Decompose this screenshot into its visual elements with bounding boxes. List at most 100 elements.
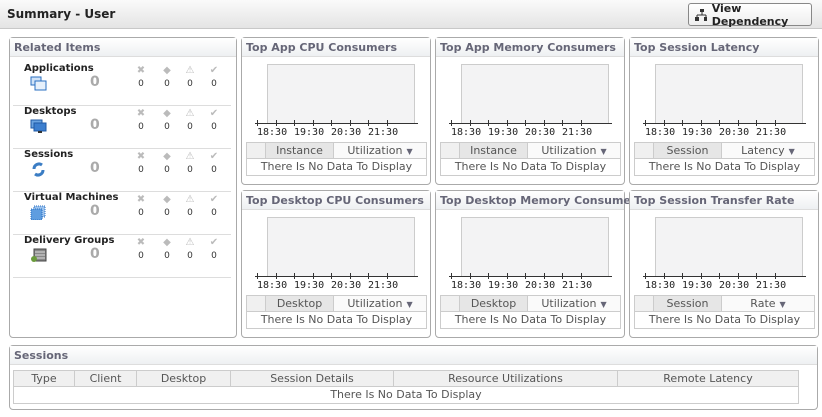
critical-icon: ✖ [136,108,146,119]
sort-desc-icon: ▼ [779,300,786,309]
axis-tick [700,273,702,279]
related-item-count: 0 [90,203,100,219]
column-header[interactable]: Instance [459,143,527,158]
sort-desc-icon: ▼ [600,147,607,156]
axis-tick [312,273,314,279]
column-label: Utilization [347,144,403,157]
axis-tick [719,120,720,126]
axis-tick [294,273,295,279]
tick-label: 21:30 [562,280,593,291]
tick-label: 18:30 [257,280,288,291]
tick-label: 18:30 [451,280,482,291]
sort-column-header[interactable]: Utilization ▼ [333,143,426,158]
applications-icon [30,76,47,91]
column-header[interactable]: Remote Latency [663,372,753,385]
sort-column-header[interactable]: Utilization ▼ [527,143,620,158]
related-items-title: Related Items [10,38,236,57]
sort-column-header[interactable]: Utilization ▼ [527,296,620,311]
status-count: 0 [164,251,170,261]
warning-icon: ⚠ [185,108,195,119]
axis-tick [580,273,582,279]
sort-column-header[interactable]: Rate ▼ [721,296,814,311]
axis-tick [774,273,776,279]
column-header[interactable]: Desktop [265,296,333,311]
plot-area [461,64,609,123]
column-header[interactable]: Resource Utilizations [394,371,618,386]
related-item-applications[interactable]: Applications 0 ✖ 0 ◆ 0 ⚠ 0 ✔ 0 [13,63,231,106]
status-count: 0 [164,79,170,89]
x-axis [643,276,806,277]
related-item-delivery-groups[interactable]: Delivery Groups 0 ✖ 0 ◆ 0 ⚠ 0 ✔ 0 [13,235,231,278]
related-item-count: 0 [90,74,100,90]
tick-label: 21:30 [368,127,399,138]
related-item-virtual-machines[interactable]: Virtual Machines 0 ✖ 0 ◆ 0 ⚠ 0 ✔ 0 [13,192,231,235]
column-label: Rate [750,297,776,310]
column-header[interactable]: Instance [265,143,333,158]
axis-tick [700,120,702,126]
column-label: Utilization [541,144,597,157]
table-header: Session Rate ▼ [635,296,814,312]
tick-label: 20:30 [719,280,750,291]
status-count: 0 [187,251,193,261]
related-item-label: Virtual Machines [24,192,119,203]
tick-label: 18:30 [257,127,288,138]
status-count: 0 [138,165,144,175]
column-header[interactable]: Client [75,371,137,386]
sort-column-header[interactable]: Latency ▼ [721,143,814,158]
related-item-count: 0 [90,160,100,176]
view-dependency-button[interactable]: View Dependency [688,2,812,28]
axis-tick [737,120,739,126]
status-count: 0 [138,122,144,132]
column-header[interactable]: Desktop [137,371,231,386]
column-header[interactable]: Type [14,371,75,386]
chart-title: Top Desktop Memory Consumers [436,191,643,210]
axis-tick [469,120,471,126]
sessions-title: Sessions [10,346,817,365]
major-icon: ◆ [163,65,171,76]
tick-label: 20:30 [331,127,362,138]
select-column [635,296,653,311]
related-item-desktops[interactable]: Desktops 0 ✖ 0 ◆ 0 ⚠ 0 ✔ 0 [13,106,231,149]
x-axis [449,123,612,124]
axis-tick [645,273,646,279]
plot-area [655,217,803,276]
select-column [441,143,459,158]
status-count: 0 [138,79,144,89]
empty-message: There Is No Data To Display [454,313,607,326]
related-item-sessions[interactable]: Sessions 0 ✖ 0 ◆ 0 ⚠ 0 ✔ 0 [13,149,231,192]
normal-icon: ✔ [209,65,219,76]
sort-column-header[interactable]: Utilization ▼ [333,296,426,311]
axis-tick [294,120,295,126]
select-column [247,143,265,158]
axis-tick [386,120,388,126]
tick-label: 19:30 [682,280,713,291]
axis-tick [663,273,665,279]
axis-tick [386,273,388,279]
tick-label: 18:30 [645,280,676,291]
column-header[interactable]: Session [653,296,721,311]
tick-label: 20:30 [525,127,556,138]
warning-icon: ⚠ [185,194,195,205]
axis-tick [645,120,646,126]
axis-tick [469,273,471,279]
plot-area [461,217,609,276]
axis-tick [506,120,508,126]
tick-label: 20:30 [331,280,362,291]
chart-panel-top-app-cpu-consumers: Top App CPU Consumers 18:30 19:30 20:30 21:3… [241,37,431,185]
plot-area [267,64,415,123]
plot-area [267,217,415,276]
select-column [441,296,459,311]
axis-tick [682,273,683,279]
column-header[interactable]: Desktop [459,296,527,311]
axis-tick [525,120,526,126]
consumers-table: Session Rate ▼ There Is No Data To Display [634,295,815,329]
x-axis [449,276,612,277]
tick-label: 19:30 [488,280,519,291]
column-header[interactable]: Session [653,143,721,158]
column-header[interactable]: Session Details [231,371,394,386]
axis-tick [756,120,757,126]
axis-tick [562,120,563,126]
empty-message: There Is No Data To Display [330,388,482,401]
axis-tick [580,120,582,126]
axis-tick [525,273,526,279]
